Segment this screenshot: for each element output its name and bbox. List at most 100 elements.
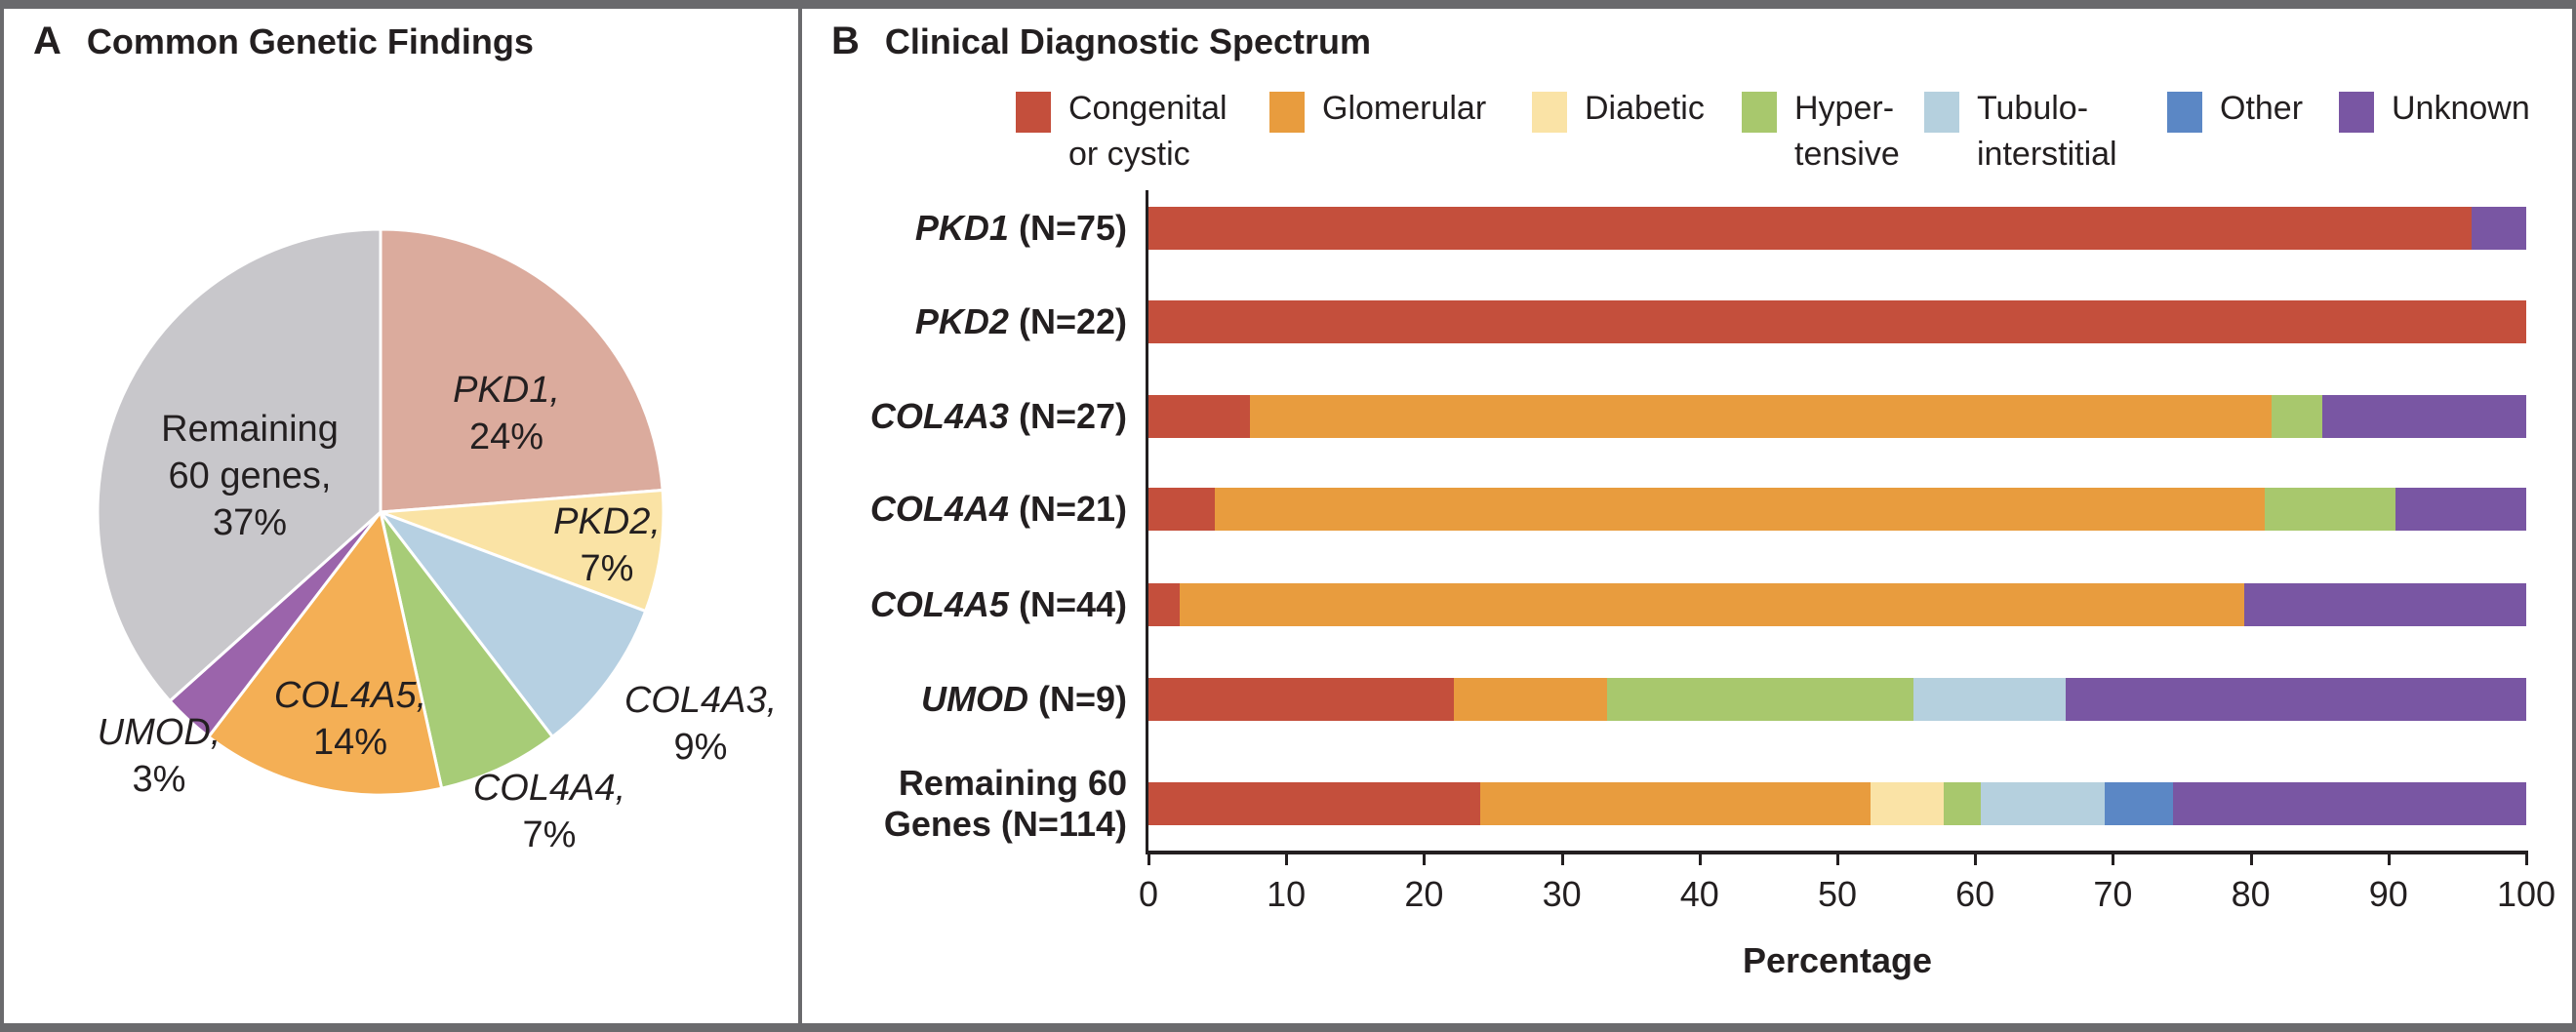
bar-segment-diabetic	[1870, 782, 1944, 825]
n-count: (N=9)	[1037, 678, 1127, 719]
bar-segment-congenital	[1148, 678, 1455, 721]
pie-label-col4a4: COL4A4, 7%	[473, 766, 625, 859]
bar-segment-glomerular	[1250, 395, 2272, 438]
legend-label-line: Tubulo-	[1977, 90, 2089, 127]
pie-label-pkd2: PKD2, 7%	[553, 499, 661, 593]
legend-item-hypertensive: Hyper-tensive	[1742, 86, 1900, 178]
x-tick-label: 40	[1679, 874, 1719, 914]
bar-segment-congenital	[1148, 782, 1481, 825]
panel-a-title-text: Common Genetic Findings	[86, 21, 534, 61]
bar-row-label-line: Remaining 60	[898, 762, 1127, 803]
x-tick-mark	[2112, 851, 2115, 865]
legend-label-line: Other	[2220, 90, 2304, 127]
x-tick-label: 80	[2231, 874, 2271, 914]
pie-slice-col4a3	[379, 510, 648, 738]
bar-segment-unknown	[2066, 678, 2526, 721]
bar-row-label: Remaining 60 Genes (N=114)	[884, 763, 1127, 845]
pie-slice-col4a4	[379, 510, 554, 790]
pie-label-remaining-60-genes: Remaining 60 genes, 37%	[161, 407, 339, 547]
bar-row-label: COL4A3 (N=27)	[870, 396, 1127, 437]
legend-label-line: Diabetic	[1585, 90, 1705, 127]
legend-item-diabetic: Diabetic	[1532, 86, 1705, 133]
x-tick-label: 20	[1404, 874, 1444, 914]
n-count: (N=27)	[1018, 395, 1127, 436]
x-tick-mark	[1560, 851, 1564, 865]
bar-row-label: PKD2 (N=22)	[915, 301, 1127, 342]
gene-name: PKD2	[914, 300, 1009, 341]
legend-label-line: or cystic	[1068, 135, 1190, 173]
bar-row-label: COL4A5 (N=44)	[870, 584, 1127, 625]
bar-track	[1148, 782, 2526, 825]
pie-label-line: 9%	[673, 727, 728, 768]
legend-item-unknown: Unknown	[2339, 86, 2530, 133]
pie-label-line: Remaining	[161, 409, 339, 451]
bar-segment-glomerular	[1480, 782, 1871, 825]
pie-label-line: 7%	[522, 814, 577, 855]
bar-track	[1148, 583, 2526, 626]
x-tick-mark	[2525, 851, 2528, 865]
legend-label-line: tensive	[1794, 135, 1900, 173]
legend-label-line: Congenital	[1068, 90, 1228, 127]
pie-label-line: COL4A3,	[624, 680, 778, 722]
pie-chart	[96, 227, 665, 797]
bar-segment-congenital	[1148, 488, 1215, 531]
x-tick-label: 10	[1267, 874, 1307, 914]
x-tick-label: 60	[1955, 874, 1995, 914]
panel-b-letter: B	[831, 20, 860, 62]
panel-a-title: A Common Genetic Findings	[33, 20, 534, 63]
x-tick-mark	[1698, 851, 1702, 865]
pie-slice-col4a5	[207, 510, 444, 797]
panel-b-title-text: Clinical Diagnostic Spectrum	[884, 21, 1372, 61]
n-count: (N=44)	[1018, 583, 1127, 624]
bar-segment-hypertensive	[2271, 395, 2322, 438]
legend-swatch-diabetic	[1532, 92, 1567, 133]
x-tick-label: 70	[2093, 874, 2133, 914]
bar-row-pkd1: PKD1 (N=75)	[915, 207, 2526, 250]
bar-track	[1148, 678, 2526, 721]
x-tick-mark	[1836, 851, 1839, 865]
bar-row-col4a4: COL4A4 (N=21)	[870, 488, 2526, 531]
legend-label-glomerular: Glomerular	[1322, 86, 1486, 132]
pie-label-umod: UMOD, 3%	[98, 710, 221, 804]
stacked-bar-chart: 0 10 20 30 40 50 60 70 80 90 100 Percentage PKD1 (…	[870, 190, 2556, 980]
pie-label-line: 7%	[580, 548, 634, 589]
n-count: (N=75)	[1018, 207, 1127, 248]
gene-name: UMOD	[920, 678, 1028, 719]
pie-label-line: 37%	[212, 501, 288, 543]
gene-name: COL4A5	[869, 583, 1009, 624]
bar-row-label: UMOD (N=9)	[921, 679, 1127, 720]
legend-swatch-glomerular	[1269, 92, 1305, 133]
pie-label-line: 3%	[132, 759, 186, 800]
bar-segment-unknown	[2243, 583, 2526, 626]
pie-slice-remaining-60-genes	[96, 227, 382, 703]
x-tick-mark	[1423, 851, 1427, 865]
legend-label-unknown: Unknown	[2392, 86, 2530, 132]
bar-track	[1148, 488, 2526, 531]
legend-label-tubulointerstitial: Tubulo-interstitial	[1977, 86, 2117, 178]
pie-label-line: 24%	[468, 417, 544, 457]
bar-row-label-line: Genes (N=114)	[883, 804, 1127, 844]
gene-name: COL4A4	[869, 488, 1009, 529]
bar-segment-glomerular	[1454, 678, 1608, 721]
bar-track	[1148, 395, 2526, 438]
legend-swatch-tubulointerstitial	[1924, 92, 1959, 133]
bar-segment-glomerular	[1180, 583, 2244, 626]
legend-label-congenital: Congenital or cystic	[1068, 86, 1228, 178]
bar-row-label: PKD1 (N=75)	[915, 208, 1127, 249]
x-tick-mark	[2249, 851, 2253, 865]
panel-b-title: B Clinical Diagnostic Spectrum	[831, 20, 1371, 63]
pie-label-line: COL4A4,	[472, 768, 626, 810]
bar-row-label: COL4A4 (N=21)	[870, 489, 1127, 530]
bar-segment-hypertensive	[1607, 678, 1913, 721]
bar-row-remaining-60-genes: Remaining 60 Genes (N=114)	[884, 763, 2526, 844]
pie-label-line: PKD2,	[553, 501, 661, 543]
pie-label-line: UMOD,	[97, 712, 221, 754]
legend-item-other: Other	[2167, 86, 2303, 133]
bar-row-col4a5: COL4A5 (N=44)	[870, 583, 2526, 626]
x-tick-label: 90	[2368, 874, 2408, 914]
legend-swatch-congenital	[1016, 92, 1051, 133]
bar-segment-congenital	[1148, 583, 1181, 626]
legend-swatch-unknown	[2339, 92, 2374, 133]
x-tick-mark	[1147, 851, 1150, 865]
x-tick-label: 30	[1542, 874, 1582, 914]
